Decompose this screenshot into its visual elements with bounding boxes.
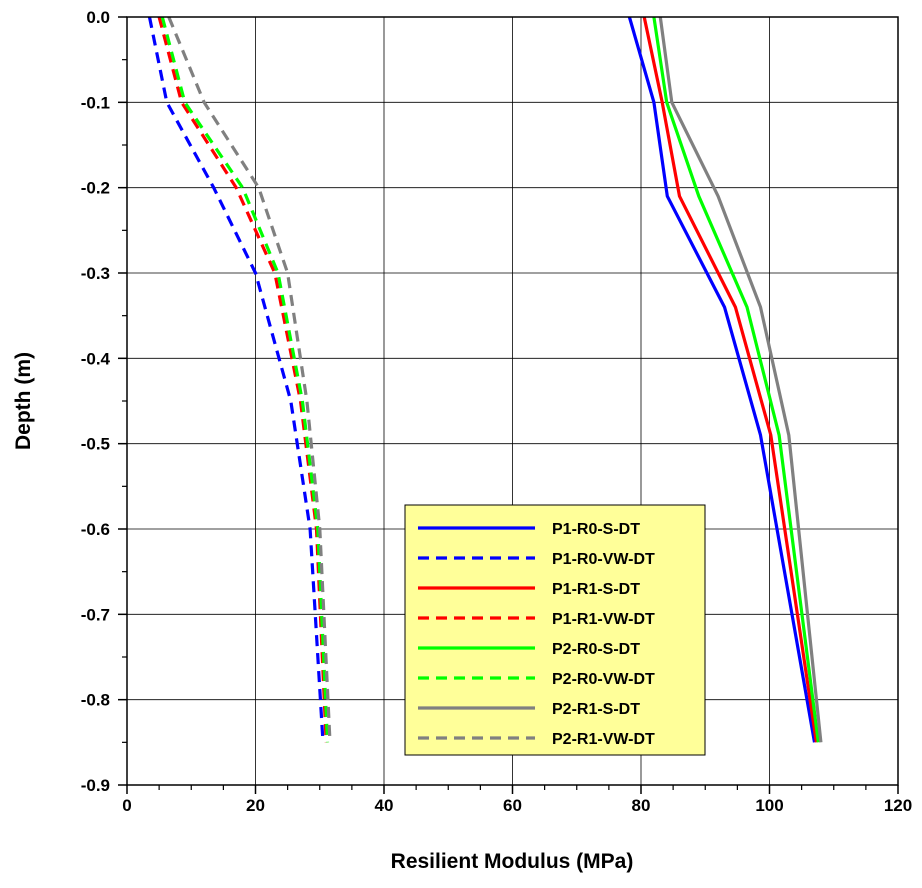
legend-label: P1-R1-S-DT [552, 581, 640, 598]
series-line-p1-r0-vw-dt [147, 16, 325, 743]
y-tick-label: -0.8 [81, 691, 110, 710]
x-tick-label: 0 [122, 796, 131, 815]
y-tick-label: -0.1 [81, 93, 110, 112]
series-line-p2-r0-vw-dt [160, 16, 330, 743]
x-tick-label: 80 [632, 796, 651, 815]
y-tick-label: -0.9 [81, 776, 110, 795]
x-tick-label: 60 [503, 796, 522, 815]
x-tick-label: 20 [246, 796, 265, 815]
y-tick-label: 0.0 [86, 8, 110, 27]
legend: P1-R0-S-DT P1-R0-VW-DT P1-R1-S-DT P1-R1-VW-… [404, 504, 706, 756]
y-tick-label: -0.2 [81, 179, 110, 198]
y-tick-label: -0.3 [81, 264, 110, 283]
legend-label: P1-R0-S-DT [552, 521, 640, 538]
legend-label: P2-R1-S-DT [552, 701, 640, 718]
series-line-p1-r1-s-dt [642, 16, 818, 743]
y-tick-label: -0.5 [81, 435, 110, 454]
legend-box [404, 504, 706, 756]
series-line-p2-r0-s-dt [652, 16, 820, 743]
legend-label: P1-R0-VW-DT [552, 551, 655, 568]
y-tick-label: -0.4 [81, 349, 111, 368]
axis-ticks [118, 16, 899, 794]
y-axis-label: Depth (m) [12, 352, 35, 450]
x-tick-label: 100 [755, 796, 783, 815]
x-tick-label: 120 [884, 796, 912, 815]
series-layer [147, 16, 823, 743]
x-tick-labels: 0 20 40 60 80 100 120 [122, 796, 912, 815]
series-line-p2-r1-s-dt [658, 16, 823, 743]
y-tick-label: -0.6 [81, 520, 110, 539]
series-line-p1-r0-s-dt [627, 16, 817, 743]
legend-label: P2-R0-S-DT [552, 641, 640, 658]
y-tick-labels: 0.0 -0.1 -0.2 -0.3 -0.4 -0.5 -0.6 -0.7 -0.8 -0.9 [81, 8, 111, 795]
series-line-p2-r1-vw-dt [167, 16, 332, 743]
legend-label: P2-R1-VW-DT [552, 731, 655, 748]
legend-label: P1-R1-VW-DT [552, 611, 655, 628]
y-tick-label: -0.7 [81, 605, 110, 624]
x-axis-label: Resilient Modulus (MPa) [391, 850, 634, 873]
legend-label: P2-R0-VW-DT [552, 671, 655, 688]
x-tick-label: 40 [375, 796, 394, 815]
